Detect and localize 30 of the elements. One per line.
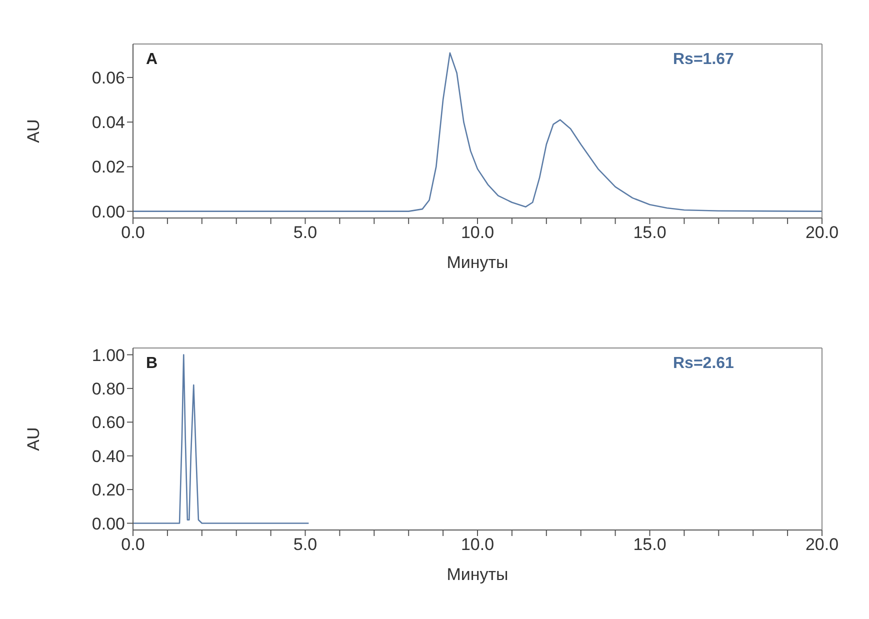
x-axis-title: Минуты [446, 253, 508, 272]
y-tick-label: 0.80 [92, 379, 125, 398]
y-tick-label: 0.02 [92, 158, 125, 177]
y-tick-label: 0.20 [92, 480, 125, 500]
y-tick-label: 0.04 [92, 113, 125, 132]
x-axis-title: Минуты [446, 565, 508, 584]
line-series [133, 354, 310, 524]
annotation: Rs=1.67 [673, 51, 734, 69]
x-tick-label: 20.0 [805, 535, 839, 554]
y-axis-title: AU [24, 427, 44, 451]
y-tick-label: 0.00 [92, 202, 125, 222]
x-tick-label: 20.0 [805, 223, 839, 242]
y-tick-label: 1.00 [92, 346, 125, 365]
x-tick-label: 10.0 [460, 535, 494, 554]
x-tick-label: 0.0 [121, 223, 145, 242]
x-tick-label: 0.0 [121, 535, 145, 554]
line-series [133, 52, 822, 212]
x-tick-label: 15.0 [633, 223, 666, 242]
y-tick-label: 0.60 [92, 413, 125, 432]
x-tick-label: 15.0 [633, 535, 666, 554]
y-tick-label: 0.00 [92, 514, 125, 534]
y-axis-title: AU [24, 119, 44, 143]
x-tick-label: 10.0 [460, 223, 494, 242]
annotation: B [146, 355, 158, 373]
x-tick-label: 5.0 [293, 223, 318, 242]
y-tick-label: 0.40 [92, 446, 125, 466]
annotation: Rs=2.61 [673, 355, 734, 373]
x-tick-label: 5.0 [293, 535, 318, 554]
y-tick-label: 0.06 [92, 68, 125, 88]
annotation: A [146, 51, 158, 69]
